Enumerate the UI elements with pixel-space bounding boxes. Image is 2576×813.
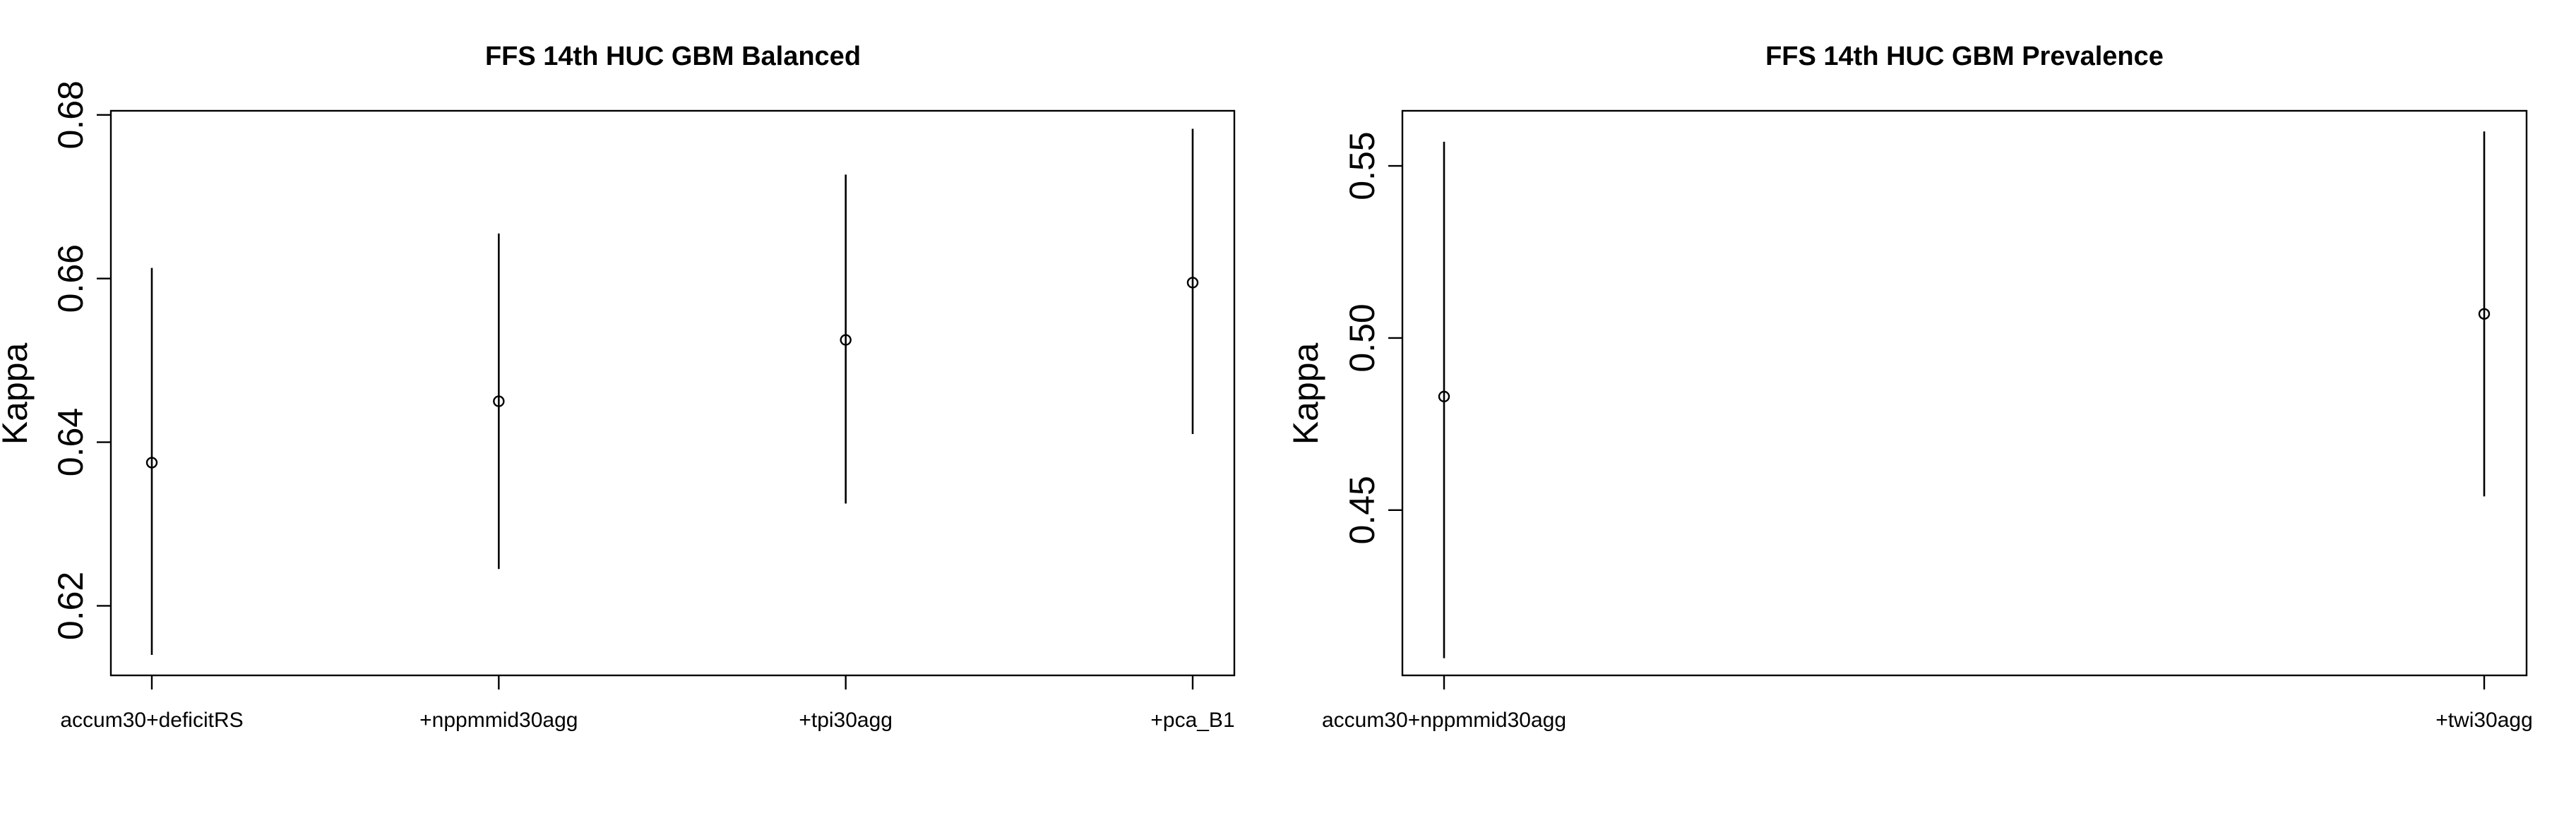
balanced-x-tick-label: +tpi30agg: [799, 709, 893, 732]
prevalence-axes: 0.45 0.50 0.55 accum30+nppmmid30agg +twi30ag…: [1322, 131, 2533, 732]
prevalence-x-tick-label: accum30+nppmmid30agg: [1322, 709, 1566, 732]
balanced-y-axis-label: Kappa: [0, 343, 35, 445]
prevalence-chart-title: FFS 14th HUC GBM Prevalence: [1765, 42, 2164, 71]
balanced-y-tick-label: 0.62: [51, 572, 90, 640]
balanced-y-tick-label: 0.68: [51, 80, 90, 149]
balanced-marks: [145, 128, 1199, 656]
balanced-data-point: [1186, 277, 1199, 289]
prevalence-y-tick-label: 0.50: [1342, 303, 1382, 372]
prevalence-y-tick-label: 0.55: [1342, 131, 1382, 200]
prevalence-x-tick-label: +twi30agg: [2435, 709, 2533, 732]
balanced-data-point: [493, 395, 505, 407]
balanced-x-tick-label: accum30+deficitRS: [60, 709, 243, 732]
prevalence-marks: [1438, 131, 2491, 658]
prevalence-data-point: [2478, 308, 2491, 320]
balanced-panel: FFS 14th HUC GBM Balanced Kappa 0.62 0.64…: [0, 42, 1236, 732]
balanced-data-point: [145, 457, 158, 469]
prevalence-plot-frame: [1401, 109, 2528, 677]
balanced-y-tick-label: 0.66: [51, 244, 90, 313]
balanced-data-point: [840, 334, 852, 346]
balanced-y-tick-label: 0.64: [51, 408, 90, 476]
prevalence-panel: FFS 14th HUC GBM Prevalence Kappa 0.450.…: [1286, 42, 2533, 732]
balanced-x-tick-label: +pca_B1: [1150, 709, 1234, 732]
balanced-plot-frame: [109, 109, 1236, 677]
balanced-chart-title: FFS 14th HUC GBM Balanced: [485, 42, 861, 71]
balanced-x-tick-label: +nppmmid30agg: [419, 709, 578, 732]
prevalence-y-axis-label: Kappa: [1286, 343, 1325, 445]
balanced-axes: 0.62 0.64 0.66 0.68 accum30+deficitRS +nppmmi…: [51, 80, 1235, 732]
prevalence-data-point: [1438, 390, 1450, 403]
prevalence-y-tick-label: 0.45: [1342, 476, 1382, 544]
